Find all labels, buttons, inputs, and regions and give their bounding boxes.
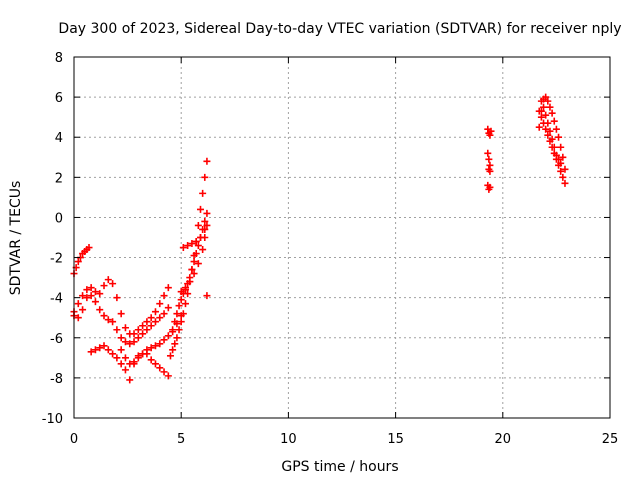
data-point (135, 334, 142, 341)
x-axis-label: GPS time / hours (281, 459, 398, 475)
data-point (165, 304, 172, 311)
data-point (156, 300, 163, 307)
y-tick-label: -4 (50, 292, 63, 307)
y-tick-label: 2 (55, 171, 63, 186)
data-point (199, 190, 206, 197)
data-point (161, 292, 168, 299)
data-point (113, 294, 120, 301)
y-tick-label: -8 (50, 372, 63, 387)
x-tick-label: 20 (495, 432, 512, 447)
y-axis-label: SDTVAR / TECUs (8, 181, 24, 296)
data-point (161, 368, 168, 375)
data-point (555, 134, 562, 141)
data-point (561, 180, 568, 187)
y-tick-label: -6 (50, 332, 63, 347)
data-point (148, 314, 155, 321)
data-point (173, 334, 180, 341)
x-tick-label: 25 (602, 432, 619, 447)
data-point (536, 124, 543, 131)
data-point (485, 156, 492, 163)
data-point (113, 354, 120, 361)
data-point (152, 318, 159, 325)
data-point (546, 104, 553, 111)
data-point (113, 326, 120, 333)
data-point (553, 126, 560, 133)
data-point (203, 158, 210, 165)
data-point (544, 120, 551, 127)
data-point (161, 336, 168, 343)
data-point (549, 110, 556, 117)
data-point (126, 376, 133, 383)
sdtvar-chart: Day 300 of 2023, Sidereal Day-to-day VTE… (0, 0, 640, 480)
data-point (156, 314, 163, 321)
data-point (197, 206, 204, 213)
data-point (559, 174, 566, 181)
data-point (199, 246, 206, 253)
data-point (557, 144, 564, 151)
x-tick-label: 0 (70, 432, 78, 447)
y-tick-label: 6 (55, 91, 63, 106)
data-point (203, 210, 210, 217)
series-arc-c (71, 292, 172, 347)
data-point (139, 322, 146, 329)
data-point (101, 282, 108, 289)
data-point (96, 306, 103, 313)
x-tick-label: 5 (177, 432, 185, 447)
data-point (92, 298, 99, 305)
data-point (182, 300, 189, 307)
data-point (109, 350, 116, 357)
y-tick-label: 8 (55, 51, 63, 66)
data-point (122, 366, 129, 373)
data-point (201, 174, 208, 181)
data-point (167, 352, 174, 359)
data-point (169, 346, 176, 353)
x-axis: 0 5 10 15 20 25 (70, 57, 618, 447)
data-point (178, 296, 185, 303)
x-tick-label: 10 (280, 432, 297, 447)
data-point (109, 280, 116, 287)
data-point (118, 310, 125, 317)
series-arc-k (484, 126, 494, 193)
data-point (165, 284, 172, 291)
data-point (152, 308, 159, 315)
data-point (195, 222, 202, 229)
data-point (122, 324, 129, 331)
series-arc-b (71, 276, 172, 337)
y-tick-label: 4 (55, 131, 63, 146)
data-point (148, 322, 155, 329)
data-point (139, 330, 146, 337)
data-point (484, 150, 491, 157)
data-point (486, 162, 493, 169)
data-point (105, 276, 112, 283)
data-point (118, 334, 125, 341)
data-point (161, 310, 168, 317)
series-arc-l (536, 94, 569, 173)
data-point (122, 354, 129, 361)
data-point (171, 340, 178, 347)
data-point (148, 356, 155, 363)
data-point (197, 234, 204, 241)
data-point (143, 318, 150, 325)
data-point (79, 306, 86, 313)
data-point (118, 346, 125, 353)
data-point (131, 330, 138, 337)
data-point (135, 326, 142, 333)
chart-title: Day 300 of 2023, Sidereal Day-to-day VTE… (58, 21, 621, 37)
data-point (101, 312, 108, 319)
data-point (152, 360, 159, 367)
y-tick-label: 0 (55, 211, 63, 226)
y-tick-label: -2 (50, 252, 63, 267)
data-point (156, 364, 163, 371)
data-point (551, 118, 558, 125)
x-tick-label: 15 (387, 432, 404, 447)
data-point (118, 360, 125, 367)
data-point (75, 300, 82, 307)
data-point (105, 346, 112, 353)
data-point (143, 326, 150, 333)
y-tick-label: -10 (42, 412, 63, 427)
